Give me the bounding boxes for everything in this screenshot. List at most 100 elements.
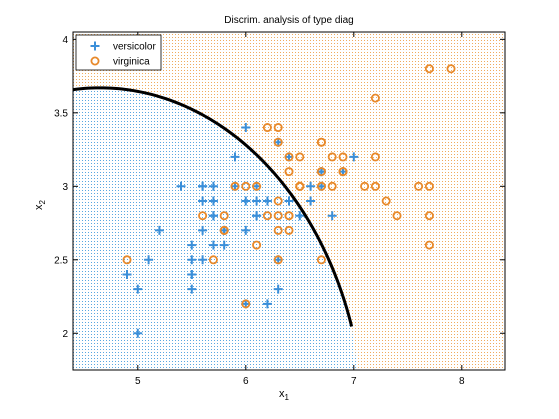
virginica-point xyxy=(208,255,218,265)
virginica-point xyxy=(338,152,348,162)
virginica-point xyxy=(327,181,337,191)
virginica-point xyxy=(316,167,326,177)
virginica-point xyxy=(284,211,294,221)
virginica-point xyxy=(424,181,434,191)
virginica-point xyxy=(370,152,380,162)
versicolor-point xyxy=(208,196,218,206)
versicolor-point xyxy=(284,196,294,206)
virginica-point xyxy=(392,211,402,221)
plot-frame xyxy=(72,31,506,371)
y-tick-label: 4 xyxy=(62,35,68,46)
virginica-point xyxy=(273,137,283,147)
virginica-point xyxy=(327,152,337,162)
versicolor-point xyxy=(241,196,251,206)
versicolor-point xyxy=(349,152,359,162)
virginica-point xyxy=(273,211,283,221)
decision-boundary xyxy=(73,86,354,327)
legend-marker-versicolor xyxy=(90,41,100,51)
virginica-point xyxy=(252,240,262,250)
versicolor-point xyxy=(144,255,154,265)
virginica-point xyxy=(295,152,305,162)
virginica-point xyxy=(370,93,380,103)
virginica-point xyxy=(381,196,391,206)
virginica-point xyxy=(414,181,424,191)
versicolor-point xyxy=(241,123,251,133)
virginica-point xyxy=(284,152,294,162)
legend-label-virginica: virginica xyxy=(113,57,150,68)
y-tick-label: 2 xyxy=(62,329,68,340)
versicolor-point xyxy=(230,152,240,162)
y-tick-label: 2.5 xyxy=(54,255,68,266)
versicolor-point xyxy=(306,196,316,206)
virginica-point xyxy=(360,181,370,191)
versicolor-point xyxy=(295,211,305,221)
virginica-point xyxy=(284,225,294,235)
versicolor-point xyxy=(208,181,218,191)
chart-title: Discrim. analysis of type diag xyxy=(224,15,354,26)
virginica-point xyxy=(424,211,434,221)
virginica-point xyxy=(198,211,208,221)
x-tick-label: 7 xyxy=(351,376,357,387)
virginica-point xyxy=(262,211,272,221)
versicolor-point xyxy=(133,328,143,338)
virginica-point xyxy=(219,225,229,235)
versicolor-point xyxy=(187,284,197,294)
virginica-point xyxy=(273,255,283,265)
virginica-point xyxy=(316,255,326,265)
versicolor-point xyxy=(241,225,251,235)
versicolor-point xyxy=(154,225,164,235)
versicolor-point xyxy=(252,211,262,221)
y-tick-label: 3 xyxy=(62,182,68,193)
versicolor-point xyxy=(262,299,272,309)
virginica-point xyxy=(241,181,251,191)
versicolor-point xyxy=(273,284,283,294)
versicolor-point xyxy=(208,240,218,250)
x-tick-label: 8 xyxy=(459,376,465,387)
versicolor-point xyxy=(198,255,208,265)
region-versicolor xyxy=(73,87,358,370)
legend-label-versicolor: versicolor xyxy=(113,42,156,53)
legend: versicolor virginica xyxy=(75,34,162,71)
virginica-point xyxy=(241,299,251,309)
versicolor-point xyxy=(208,211,218,221)
virginica-point xyxy=(370,181,380,191)
versicolor-point xyxy=(219,240,229,250)
x-tick-label: 5 xyxy=(135,376,141,387)
y-axis-label: x2 xyxy=(33,199,47,210)
x-tick-label: 6 xyxy=(243,376,249,387)
legend-marker-virginica xyxy=(90,56,100,66)
versicolor-point xyxy=(133,284,143,294)
versicolor-point xyxy=(262,196,272,206)
virginica-point xyxy=(122,255,132,265)
virginica-point xyxy=(316,137,326,147)
virginica-point xyxy=(230,181,240,191)
legend-box xyxy=(75,34,162,71)
virginica-point xyxy=(316,181,326,191)
versicolor-point xyxy=(187,255,197,265)
virginica-point xyxy=(446,64,456,74)
versicolor-point xyxy=(198,181,208,191)
versicolor-point xyxy=(187,269,197,279)
virginica-point xyxy=(424,240,434,250)
virginica-point xyxy=(273,123,283,133)
versicolor-point xyxy=(122,269,132,279)
virginica-point xyxy=(219,211,229,221)
versicolor-point xyxy=(327,211,337,221)
virginica-point xyxy=(338,167,348,177)
virginica-point xyxy=(252,181,262,191)
versicolor-point xyxy=(252,196,262,206)
versicolor-point xyxy=(198,225,208,235)
versicolor-point xyxy=(198,196,208,206)
versicolor-point xyxy=(187,240,197,250)
virginica-point xyxy=(273,196,283,206)
virginica-point xyxy=(273,225,283,235)
y-tick-label: 3.5 xyxy=(54,108,68,119)
virginica-point xyxy=(295,181,305,191)
x-axis-label: x1 xyxy=(279,388,290,402)
virginica-point xyxy=(424,64,434,74)
versicolor-point xyxy=(176,181,186,191)
virginica-point xyxy=(284,167,294,177)
versicolor-point xyxy=(306,181,316,191)
virginica-point xyxy=(262,123,272,133)
